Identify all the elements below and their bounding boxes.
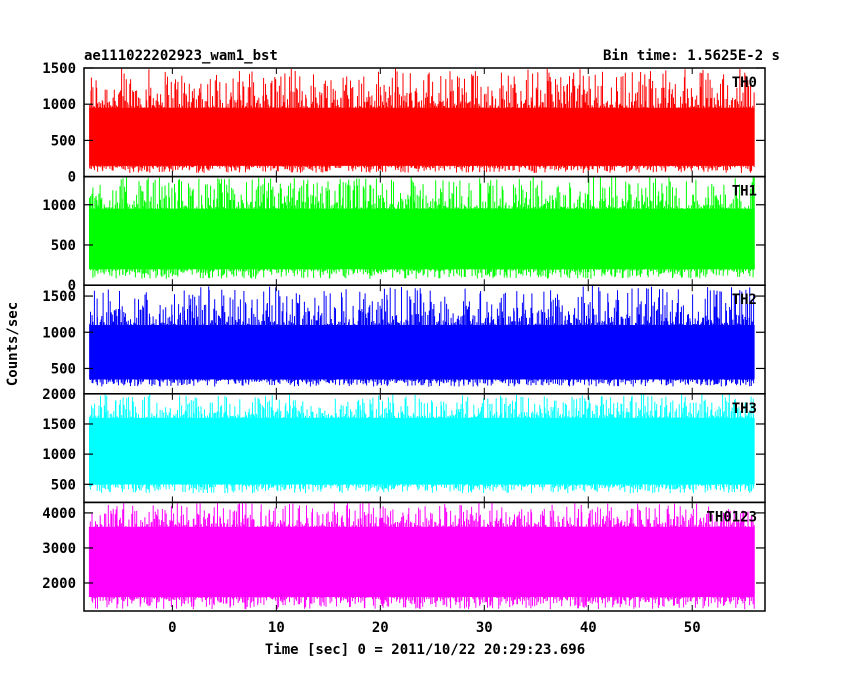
panel-label: TH1 [732, 184, 757, 200]
y-tick-label: 2000 [42, 387, 76, 403]
panels-group: 0 500 1000 1500 TH0 0 500 1000 TH1 500 1000 1500 TH2… [42, 61, 766, 612]
y-tick-label: 1500 [42, 417, 76, 433]
x-tick-label: 30 [476, 620, 493, 636]
y-tick-label: 1000 [42, 198, 76, 214]
panel-label: TH0123 [706, 509, 757, 525]
series-th0 [89, 68, 755, 173]
y-tick-label: 1000 [42, 97, 76, 113]
y-tick-label: 1000 [42, 447, 76, 463]
y-tick-label: 4000 [42, 506, 76, 522]
series-spikes-th3 [89, 394, 755, 494]
x-tick-label: 50 [684, 620, 701, 636]
series-spikes-th1 [89, 176, 755, 279]
panel-th0: 0 500 1000 1500 TH0 [42, 61, 766, 186]
y-tick-label: 2000 [42, 576, 76, 592]
bin-time-label: Bin time: 1.5625E-2 s [603, 48, 780, 64]
x-tick-label: 20 [372, 620, 389, 636]
panel-th1: 0 500 1000 TH1 [42, 175, 766, 294]
panel-th0123: 2000 3000 4000 TH0123 [42, 501, 766, 612]
series-spikes-th2 [89, 285, 755, 387]
panel-th3: 500 1000 1500 2000 TH3 [42, 387, 766, 504]
x-axis: 0 10 20 30 40 50 [168, 620, 700, 636]
panel-label: TH0 [732, 75, 757, 91]
x-tick-label: 10 [268, 620, 285, 636]
y-tick-label: 0 [68, 170, 76, 186]
series-th1 [89, 176, 755, 279]
series-th2 [89, 285, 755, 387]
panel-th2: 500 1000 1500 TH2 [42, 284, 766, 395]
y-tick-label: 1500 [42, 289, 76, 305]
y-tick-label: 0 [68, 278, 76, 294]
series-spikes-th0123 [88, 502, 755, 610]
y-tick-label: 3000 [42, 541, 76, 557]
x-tick-label: 40 [580, 620, 597, 636]
panel-frame [83, 501, 766, 612]
series-th0123 [88, 502, 755, 610]
y-tick-label: 500 [51, 361, 76, 377]
y-tick-label: 1500 [42, 61, 76, 77]
y-tick-label: 1000 [42, 325, 76, 341]
y-tick-label: 500 [51, 238, 76, 254]
panel-label: TH2 [732, 292, 757, 308]
x-axis-label: Time [sec] 0 = 2011/10/22 20:29:23.696 [265, 642, 585, 658]
y-tick-label: 500 [51, 133, 76, 149]
series-th3 [89, 394, 755, 494]
panel-label: TH3 [732, 401, 757, 417]
x-tick-label: 0 [168, 620, 176, 636]
y-tick-label: 500 [51, 477, 76, 493]
series-spikes-th0 [89, 68, 755, 173]
figure-title: ae111022202923_wam1_bst [84, 48, 278, 64]
y-axis-label: Counts/sec [5, 302, 21, 386]
